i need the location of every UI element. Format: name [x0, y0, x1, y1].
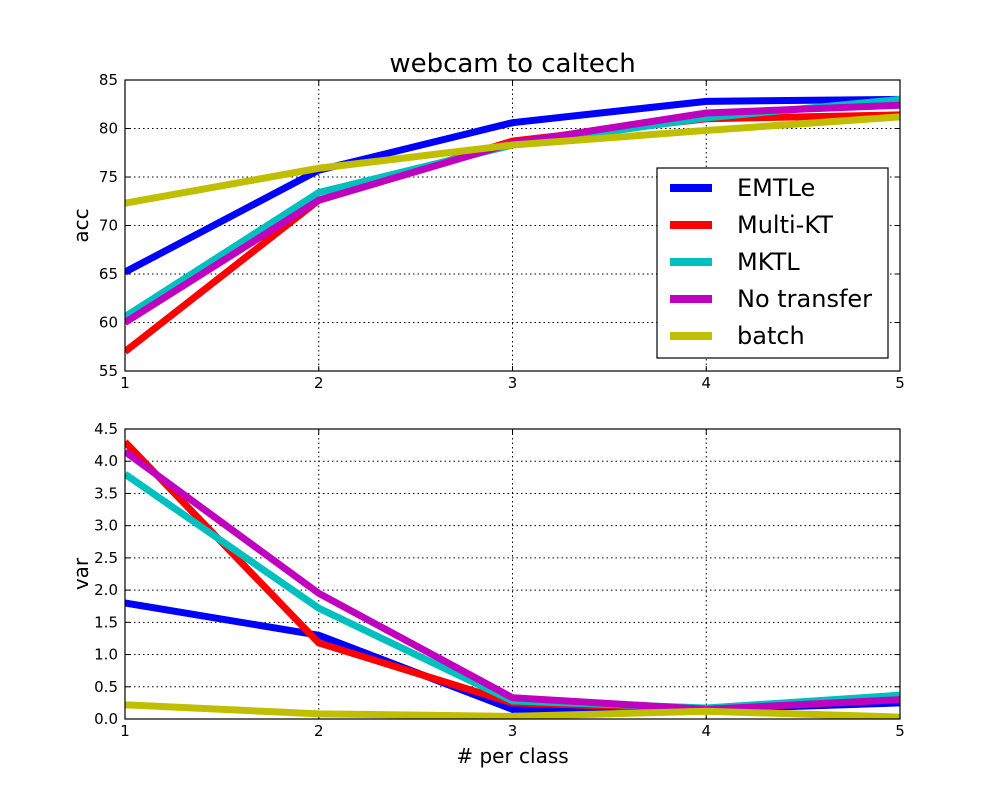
series-line-batch [125, 701, 900, 719]
y-tick-label: 4.5 [94, 420, 118, 438]
legend: EMTLe Multi-KT MKTL No transfer batch [656, 167, 889, 359]
y-tick-label: 80 [99, 120, 118, 138]
series-line-multi-kt [125, 439, 900, 713]
legend-label-emtle: EMTLe [737, 174, 815, 202]
y-tick-label: 60 [99, 314, 118, 332]
y-tick-label: 1.5 [94, 613, 118, 631]
y-tick-label: 70 [99, 217, 118, 235]
legend-label-no-transfer: No transfer [737, 285, 872, 313]
series-group [125, 439, 900, 719]
series-line-batch [125, 113, 900, 207]
x-tick-label: 2 [314, 374, 324, 392]
x-tick-label: 5 [895, 374, 905, 392]
x-tick-label: 5 [895, 722, 905, 740]
x-tick-label: 1 [120, 374, 130, 392]
legend-label-multi-kt: Multi-KT [737, 211, 833, 239]
plot-frame [124, 79, 901, 372]
x-tick-label: 4 [701, 374, 711, 392]
series-group [125, 95, 900, 355]
y-tick-label: 3.0 [94, 517, 118, 535]
y-tick-label: 3.5 [94, 484, 118, 502]
y-tick-label: 75 [99, 168, 118, 186]
plot-frame [124, 428, 901, 720]
y-tick-label: 2.5 [94, 549, 118, 567]
y-tick-label: 1.0 [94, 646, 118, 664]
x-tick-label: 3 [508, 374, 518, 392]
x-tick-label: 2 [314, 722, 324, 740]
y-tick-label: 2.0 [94, 581, 118, 599]
x-axis-label: # per class [456, 744, 568, 768]
series-line-emtle [125, 95, 900, 276]
chart-panel-2: 1 2 3 4 5 0.0 0.5 1.0 1.5 2.0 2.5 3.0 3.5 4.0 4.5 var # … [69, 420, 905, 768]
y-tick-label: 85 [99, 71, 118, 89]
chart-title: webcam to caltech [389, 49, 635, 79]
x-tick-label: 3 [508, 722, 518, 740]
y-tick-label: 0.5 [94, 678, 118, 696]
y-tick-label: 0.0 [94, 710, 118, 728]
series-line-no-transfer [125, 448, 900, 713]
y-axis-label: var [69, 557, 93, 590]
legend-label-mktl: MKTL [737, 248, 800, 276]
x-tick-label: 4 [701, 722, 711, 740]
y-axis-label: acc [69, 208, 93, 242]
y-tick-label: 65 [99, 265, 118, 283]
y-tick-label: 55 [99, 362, 118, 380]
y-tick-label: 4.0 [94, 452, 118, 470]
x-tick-label: 1 [120, 722, 130, 740]
legend-label-batch: batch [737, 322, 805, 350]
